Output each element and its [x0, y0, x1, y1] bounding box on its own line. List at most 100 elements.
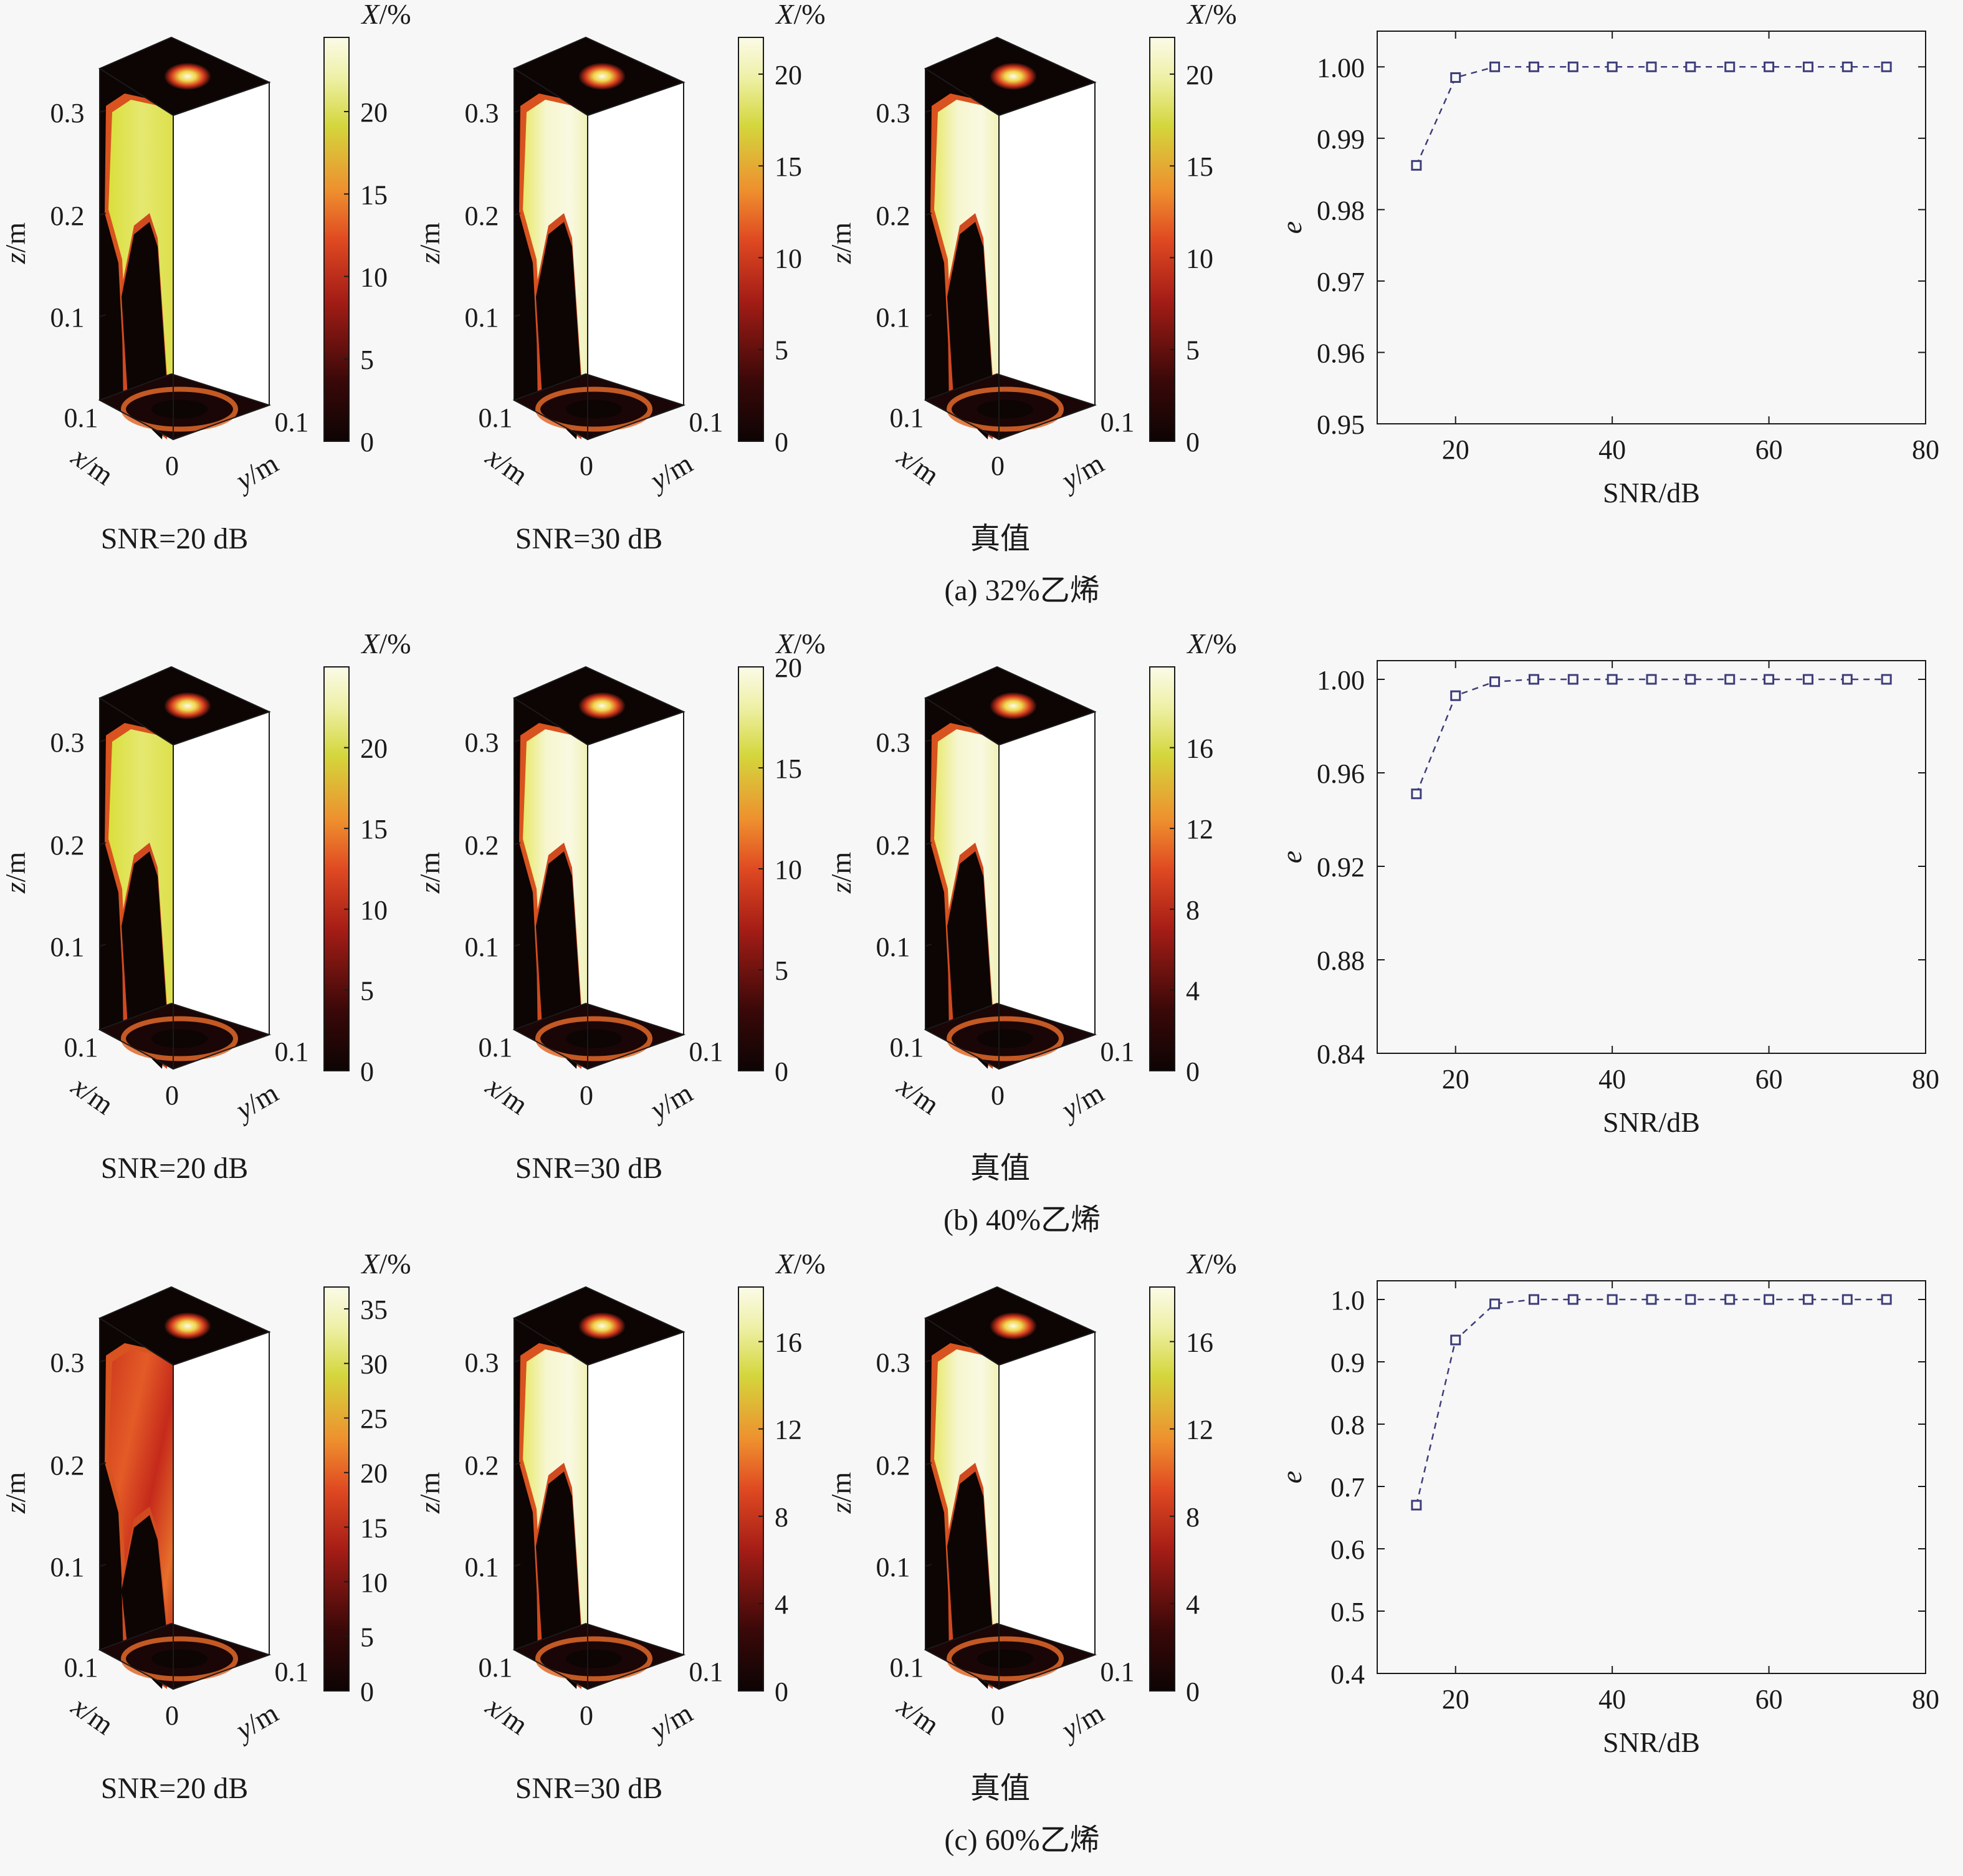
volume-r0-c1-zlabel: z/m: [414, 223, 446, 265]
volume-r2-c0-ylabel: y/m: [228, 1697, 284, 1747]
volume-r2-c0-xtick: 0.1: [64, 1652, 98, 1683]
line-chart-1-series-0-point-6: [1646, 674, 1657, 685]
line-chart-2-series-0-point-12: [1881, 1294, 1892, 1305]
volume-r2-c0-ytick: 0.1: [275, 1657, 309, 1687]
volume-r2-c0-bottom-hole: [151, 1649, 208, 1668]
volume-r2-c1-ztick-0: 0.1: [465, 1552, 499, 1582]
volume-r1-c1-xtick: 0.1: [479, 1032, 513, 1063]
volume-r1-c2-ztick-1: 0.2: [876, 830, 910, 861]
volume-r2-c2-cbar-label: X/%: [1186, 1248, 1236, 1280]
volume-r0-c2-bottom-hole: [977, 400, 1033, 419]
line-chart-1-series-0-point-12: [1881, 674, 1892, 685]
volume-r0-c0-ytick: 0.1: [275, 407, 309, 438]
volume-r0-c0-caption: SNR=20 dB: [101, 522, 248, 555]
volume-r1-c0-cbar-tick-3: 15: [360, 814, 388, 845]
volume-r1-c1-ztick-mark-0: [513, 944, 521, 947]
volume-r1-c2-colorbar: [1149, 666, 1175, 1071]
volume-r1-c1-ytick: 0.1: [689, 1036, 724, 1067]
line-chart-2-ytick-6: 1.0: [1330, 1285, 1365, 1316]
volume-r0-c1-caption: SNR=30 dB: [515, 522, 662, 555]
volume-r0-c2-cbar-tick-3: 15: [1186, 151, 1213, 182]
volume-r1-c0-cbar-tick-2: 10: [360, 895, 388, 926]
volume-r1-c0-cbar-tick-0: 0: [360, 1056, 374, 1087]
line-chart-1-series-0-point-11: [1841, 674, 1853, 685]
volume-r2-c0-ztick-mark-0: [99, 1564, 107, 1567]
volume-r2-c1-zlabel: z/m: [414, 1472, 446, 1515]
volume-r2-c2-cbar-tick-0: 0: [1186, 1677, 1200, 1707]
volume-r0-c0-cbar-label: X/%: [360, 0, 411, 30]
line-chart-0-series-0-point-0: [1411, 160, 1422, 171]
volume-r0-c0-ztick-mark-0: [99, 314, 107, 317]
volume-r2-c0-ztick-mark-1: [99, 1462, 107, 1465]
volume-r1-c1-top-hotspot: [578, 692, 626, 720]
line-chart-2-series-0-point-5: [1607, 1294, 1618, 1305]
volume-r2-c2-ztick-1: 0.2: [876, 1450, 910, 1481]
volume-r0-c1-cbar-tick-2: 10: [775, 243, 802, 274]
volume-r1-c1-ztick-1: 0.2: [465, 830, 499, 861]
volume-r1-c2-bottom-hole: [977, 1029, 1033, 1048]
volume-r0-c0-cbar-tick-1: 5: [360, 345, 374, 375]
volume-r1-c1-xlabel: x/m: [480, 1070, 534, 1121]
volume-r2-c1-cbar-tick-1: 4: [775, 1589, 788, 1620]
line-chart-2-series-0-point-9: [1764, 1294, 1775, 1305]
line-chart-0-ytick-5: 1.00: [1317, 52, 1365, 83]
volume-r2-c0-cbar-tick-5: 25: [360, 1404, 388, 1434]
volume-r1-c1-zlabel: z/m: [414, 852, 446, 894]
line-chart-2-ytick-3: 0.7: [1330, 1472, 1365, 1503]
volume-r1-c2-ztick-mark-1: [925, 842, 932, 845]
volume-r1-c0-colorbar: [323, 666, 350, 1071]
volume-r0-c2-origin-tick: 0: [991, 451, 1005, 481]
volume-r2-c0-cbar-tick-2: 10: [360, 1567, 388, 1598]
line-chart-1-xtick-1: 40: [1598, 1064, 1626, 1094]
line-chart-2-ytick-2: 0.6: [1330, 1534, 1365, 1565]
volume-r2-c0-zlabel: z/m: [0, 1472, 31, 1515]
volume-r2-c0-cbar-tick-3: 15: [360, 1513, 388, 1543]
volume-r0-c2-ztick-2: 0.3: [876, 98, 910, 128]
volume-r0-c1-cbar-label: X/%: [775, 0, 825, 30]
volume-r0-c0-cbar-tick-2: 10: [360, 262, 388, 293]
volume-r0-c1-ztick-0: 0.1: [465, 302, 499, 333]
volume-r1-c0-ztick-mark-2: [99, 739, 107, 742]
volume-r0-c1-colorbar: [738, 37, 764, 442]
line-chart-1-ylabel: e: [1276, 851, 1307, 863]
volume-r0-c0-xlabel: x/m: [65, 440, 120, 491]
volume-r2-c2-cbar-tick-1: 4: [1186, 1589, 1200, 1620]
volume-r0-c1-top-hotspot: [578, 62, 626, 90]
volume-r1-c0-origin-tick: 0: [165, 1080, 179, 1111]
volume-r1-c1-cbar-tick-3: 15: [775, 754, 802, 784]
volume-r0-c0-ztick-mark-1: [99, 213, 107, 216]
volume-r0-c1-ytick: 0.1: [689, 407, 724, 438]
volume-r1-c2-cbar-tick-0: 0: [1186, 1056, 1200, 1087]
volume-r2-c0-cbar-label: X/%: [360, 1248, 411, 1280]
volume-r2-c2-ylabel: y/m: [1054, 1697, 1109, 1747]
line-chart-2-ylabel: e: [1276, 1471, 1307, 1483]
volume-r2-c1-cbar-tick-4: 16: [775, 1328, 802, 1358]
volume-r1-c2-ytick: 0.1: [1101, 1036, 1135, 1067]
line-chart-2-xtick-3: 80: [1912, 1684, 1939, 1715]
volume-r1-c0-ylabel: y/m: [228, 1076, 284, 1127]
volume-r2-c1-ztick-mark-1: [513, 1462, 521, 1465]
volume-r2-c0-ztick-1: 0.2: [50, 1450, 85, 1481]
volume-r1-c0-ztick-mark-1: [99, 842, 107, 845]
volume-r1-c2-cbar-tick-4: 16: [1186, 734, 1213, 764]
line-chart-0-ylabel: e: [1276, 221, 1307, 234]
volume-r1-c0-xtick: 0.1: [64, 1032, 98, 1063]
volume-r2-c1-ztick-mark-0: [513, 1564, 521, 1567]
line-chart-0-ytick-0: 0.95: [1317, 409, 1365, 440]
volume-r1-c2-ylabel: y/m: [1054, 1076, 1109, 1127]
volume-r1-c0-ztick-mark-0: [99, 944, 107, 947]
volume-r1-c2-cbar-tick-3: 12: [1186, 814, 1213, 845]
volume-r2-c0-cbar-tick-1: 5: [360, 1622, 374, 1652]
volume-r2-c1-bottom-ring: [535, 1636, 652, 1682]
volume-r2-c2-xlabel: x/m: [891, 1690, 945, 1741]
volume-r2-c0-cbar-tick-0: 0: [360, 1677, 374, 1707]
line-chart-2-series-0-point-1: [1450, 1334, 1461, 1346]
volume-r1-c1-caption: SNR=30 dB: [515, 1152, 662, 1185]
line-chart-1-xtick-2: 60: [1755, 1064, 1783, 1094]
volume-r1-c1-ztick-mark-1: [513, 842, 521, 845]
volume-r2-c2-origin-tick: 0: [991, 1700, 1005, 1731]
volume-r1-c2-xtick: 0.1: [890, 1032, 924, 1063]
volume-r1-c1-cbar-tick-4: 20: [775, 653, 802, 683]
line-chart-0-series-0-point-8: [1724, 61, 1736, 72]
line-chart-2-series-0-point-10: [1802, 1294, 1813, 1305]
